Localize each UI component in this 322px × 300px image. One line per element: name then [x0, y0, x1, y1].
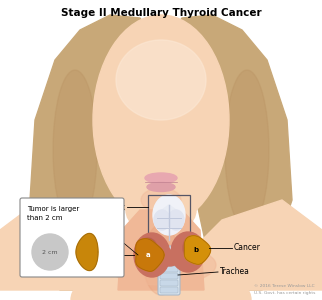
- Text: Tumor is larger
than 2 cm: Tumor is larger than 2 cm: [27, 206, 79, 220]
- Polygon shape: [136, 239, 164, 271]
- Polygon shape: [185, 236, 211, 264]
- Ellipse shape: [138, 238, 158, 266]
- Polygon shape: [118, 210, 204, 290]
- Ellipse shape: [225, 70, 269, 230]
- Text: b: b: [194, 247, 199, 253]
- Ellipse shape: [168, 210, 184, 230]
- Polygon shape: [155, 205, 183, 215]
- Ellipse shape: [147, 182, 175, 191]
- Bar: [148, 195, 190, 263]
- Text: Cancer: Cancer: [234, 244, 261, 253]
- Ellipse shape: [116, 40, 206, 120]
- Ellipse shape: [134, 233, 170, 277]
- Ellipse shape: [106, 245, 216, 285]
- Ellipse shape: [154, 210, 170, 230]
- Text: © 2016 Terese Winslow LLC: © 2016 Terese Winslow LLC: [254, 284, 315, 288]
- Circle shape: [32, 234, 68, 270]
- Ellipse shape: [93, 15, 229, 225]
- Ellipse shape: [126, 185, 196, 235]
- Ellipse shape: [153, 195, 185, 235]
- Ellipse shape: [143, 225, 179, 295]
- Ellipse shape: [145, 173, 177, 183]
- Text: Stage II Medullary Thyroid Cancer: Stage II Medullary Thyroid Cancer: [61, 8, 261, 18]
- FancyBboxPatch shape: [158, 246, 180, 295]
- Ellipse shape: [171, 232, 205, 272]
- Text: Trachea: Trachea: [220, 266, 250, 275]
- Ellipse shape: [183, 236, 201, 260]
- FancyBboxPatch shape: [160, 273, 178, 279]
- Polygon shape: [30, 15, 155, 290]
- Ellipse shape: [157, 250, 181, 266]
- Polygon shape: [167, 15, 292, 290]
- Ellipse shape: [71, 260, 251, 300]
- FancyBboxPatch shape: [160, 252, 178, 258]
- Text: Larynx: Larynx: [99, 202, 125, 211]
- Text: 2 cm: 2 cm: [42, 250, 58, 254]
- FancyBboxPatch shape: [160, 259, 178, 265]
- Text: U.S. Govt. has certain rights: U.S. Govt. has certain rights: [254, 291, 315, 295]
- Ellipse shape: [53, 70, 97, 230]
- Polygon shape: [192, 200, 322, 290]
- FancyBboxPatch shape: [20, 198, 124, 277]
- Text: Thyroid gland: Thyroid gland: [40, 250, 93, 260]
- Ellipse shape: [141, 188, 181, 212]
- FancyBboxPatch shape: [160, 266, 178, 272]
- Polygon shape: [76, 233, 98, 271]
- FancyBboxPatch shape: [160, 280, 178, 286]
- Polygon shape: [0, 200, 130, 290]
- FancyBboxPatch shape: [160, 287, 178, 293]
- Text: a: a: [146, 252, 150, 258]
